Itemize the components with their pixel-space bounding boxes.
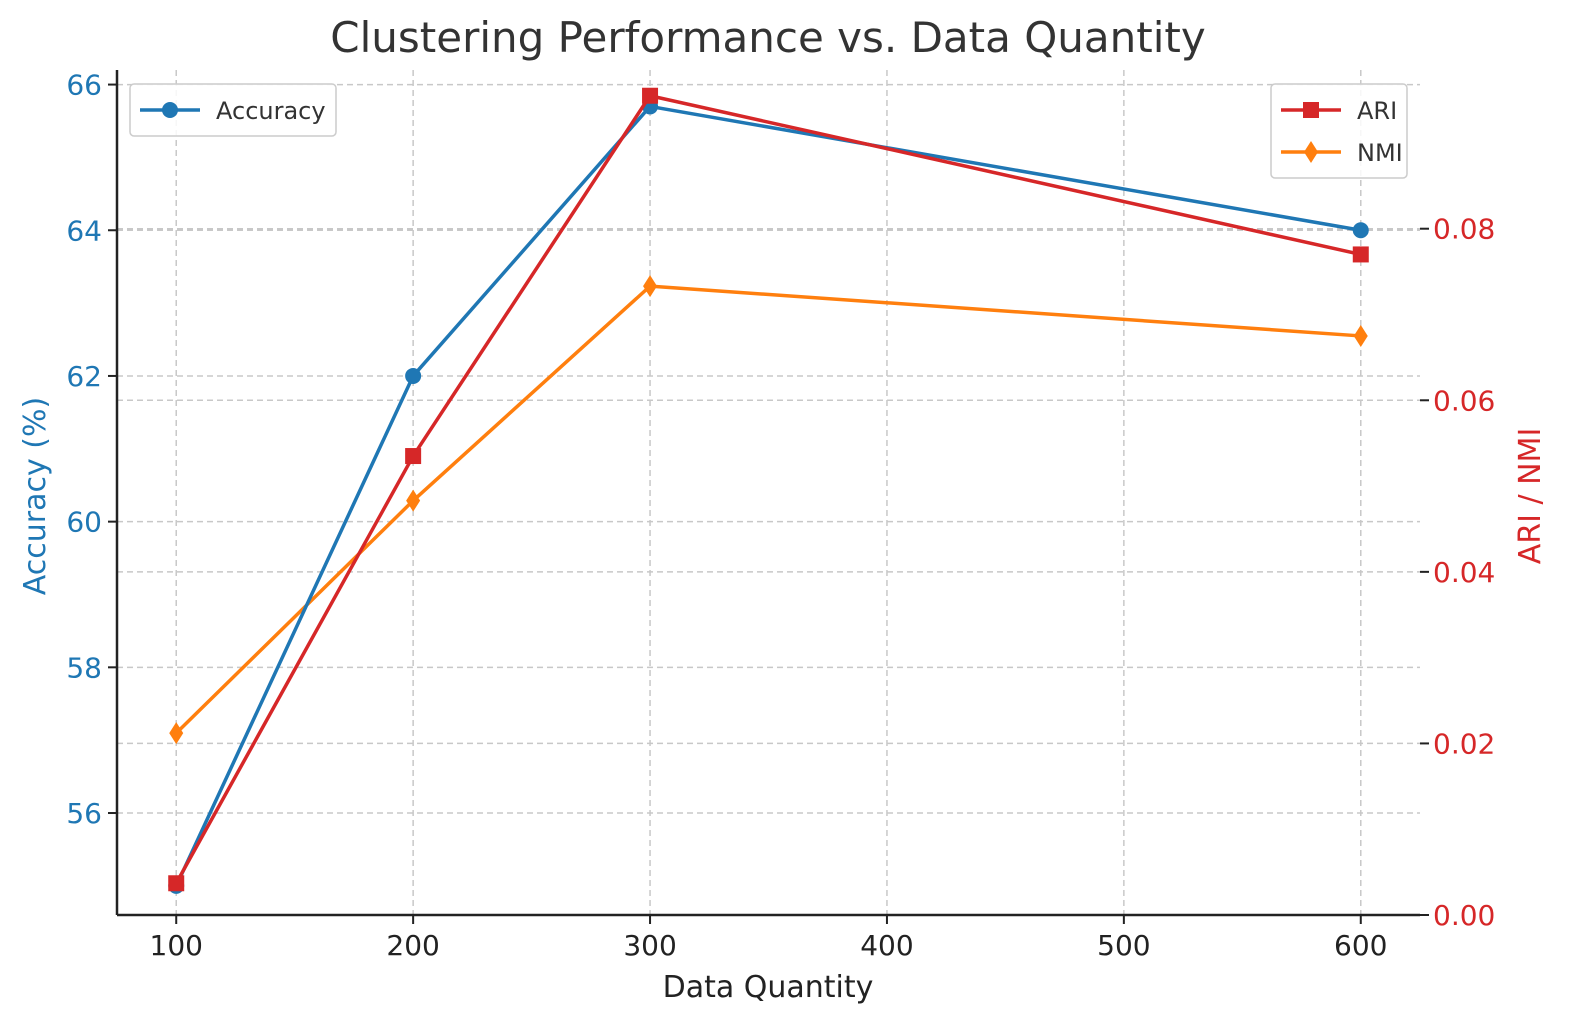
y-left-tick-label: 60 bbox=[66, 506, 102, 539]
y-left-tick-label: 66 bbox=[66, 69, 102, 102]
accuracy-point bbox=[405, 367, 422, 384]
legend-marker-ari bbox=[1303, 102, 1319, 118]
y-left-tick-label: 58 bbox=[66, 651, 102, 684]
y-right-tick-label: 0.08 bbox=[1433, 213, 1495, 246]
y-right-tick-label: 0.06 bbox=[1433, 384, 1495, 417]
legend-label-ari: ARI bbox=[1357, 97, 1397, 125]
y-right-tick-label: 0.04 bbox=[1433, 556, 1495, 589]
legend-item-nmi: NMI bbox=[1281, 139, 1403, 167]
chart-title: Clustering Performance vs. Data Quantity bbox=[330, 13, 1205, 62]
ari-point bbox=[1352, 246, 1369, 263]
legend-box bbox=[129, 83, 337, 137]
x-tick-label: 100 bbox=[150, 929, 203, 962]
legend-marker-nmi bbox=[1304, 141, 1318, 163]
x-tick-label: 200 bbox=[386, 929, 439, 962]
nmi-point bbox=[643, 275, 658, 298]
ari-point bbox=[168, 875, 185, 892]
ari-line bbox=[174, 93, 1362, 885]
nmi-line bbox=[175, 284, 1361, 735]
y-left-tick-label: 64 bbox=[66, 214, 102, 247]
legend-item-accuracy: Accuracy bbox=[140, 97, 326, 125]
accuracy-point bbox=[1352, 222, 1369, 239]
tick-labels: 100 200 300 400 500 600 56 58 60 62 64 66 0.00 0.02 0.… bbox=[66, 69, 1495, 962]
x-tick-label: 500 bbox=[1097, 929, 1150, 962]
nmi-point bbox=[169, 722, 184, 745]
legend-label-nmi: NMI bbox=[1357, 139, 1403, 167]
y-axis-label-right: ARI / NMI bbox=[1513, 428, 1548, 565]
series-nmi bbox=[169, 275, 1368, 745]
grid-lines bbox=[117, 70, 1420, 916]
y-left-tick-label: 62 bbox=[66, 360, 102, 393]
y-axis-label-left: Accuracy (%) bbox=[18, 397, 53, 595]
x-tick-label: 600 bbox=[1334, 929, 1387, 962]
legend-label-accuracy: Accuracy bbox=[216, 97, 326, 125]
x-axis-label: Data Quantity bbox=[663, 970, 874, 1005]
y-right-tick-label: 0.00 bbox=[1433, 899, 1495, 932]
legend-accuracy: Accuracy bbox=[129, 83, 337, 137]
y-left-tick-label: 56 bbox=[66, 797, 102, 830]
y-right-tick-label: 0.02 bbox=[1433, 727, 1495, 760]
x-tick-label: 300 bbox=[623, 929, 676, 962]
legend-item-ari: ARI bbox=[1281, 97, 1397, 125]
nmi-point bbox=[406, 489, 421, 512]
nmi-point bbox=[1353, 324, 1368, 347]
series-lines bbox=[168, 87, 1369, 894]
legend-ari-nmi: ARI NMI bbox=[1270, 83, 1408, 179]
accuracy-line bbox=[174, 104, 1362, 887]
series-ari bbox=[168, 87, 1369, 892]
axes bbox=[108, 70, 1429, 924]
x-tick-label: 400 bbox=[860, 929, 913, 962]
ari-point bbox=[405, 448, 422, 465]
legend-marker-accuracy bbox=[162, 102, 178, 118]
ari-point bbox=[642, 87, 659, 104]
